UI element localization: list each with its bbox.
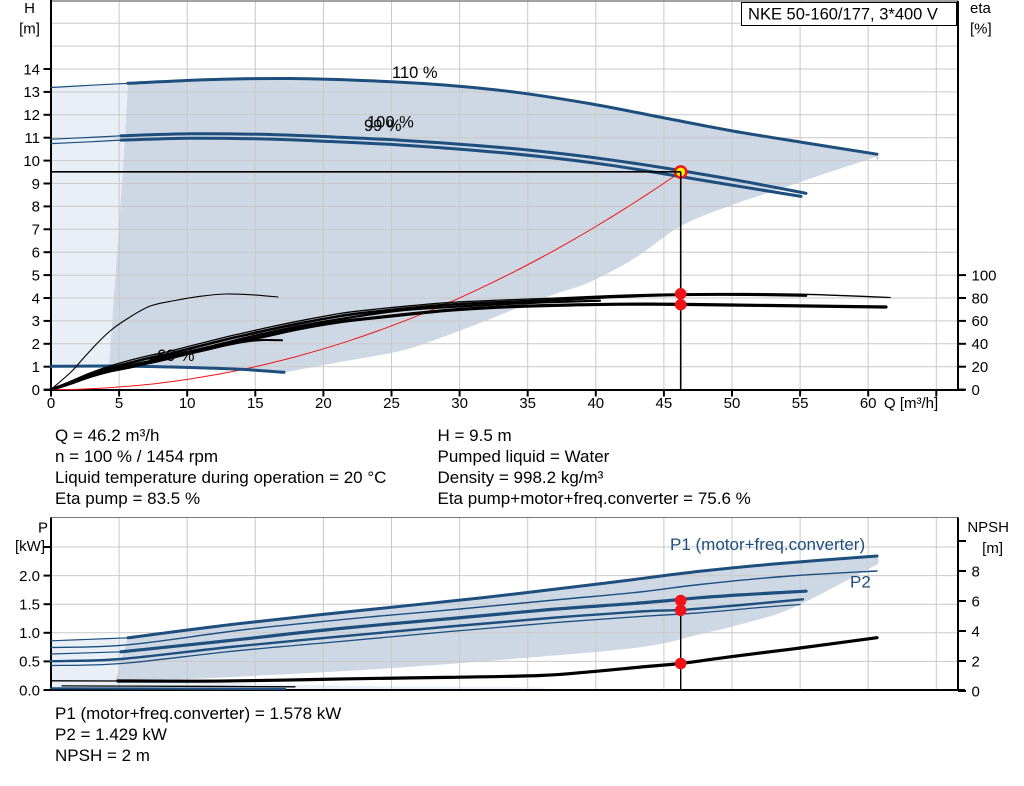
svg-text:Pumped liquid = Water: Pumped liquid = Water bbox=[438, 447, 610, 466]
svg-text:Liquid temperature during oper: Liquid temperature during operation = 20… bbox=[55, 468, 386, 487]
svg-text:7: 7 bbox=[32, 222, 40, 239]
svg-text:Q [m³/h]: Q [m³/h] bbox=[884, 395, 938, 412]
svg-text:[m]: [m] bbox=[982, 540, 1003, 557]
svg-text:H: H bbox=[24, 0, 35, 17]
svg-text:100: 100 bbox=[972, 267, 997, 284]
svg-text:12: 12 bbox=[23, 107, 40, 124]
svg-text:Eta pump+motor+freq.converter: Eta pump+motor+freq.converter = 75.6 % bbox=[438, 489, 751, 508]
svg-text:P1 (motor+freq.converter) = 1.: P1 (motor+freq.converter) = 1.578 kW bbox=[55, 704, 341, 723]
svg-text:100 %: 100 % bbox=[367, 114, 414, 132]
svg-text:55: 55 bbox=[792, 395, 809, 412]
svg-text:8: 8 bbox=[972, 563, 980, 580]
svg-text:13: 13 bbox=[23, 84, 40, 101]
svg-text:[kW]: [kW] bbox=[15, 538, 45, 555]
svg-text:4: 4 bbox=[32, 290, 40, 307]
svg-text:60: 60 bbox=[972, 313, 989, 330]
svg-text:1.0: 1.0 bbox=[19, 625, 40, 642]
svg-text:15: 15 bbox=[247, 395, 264, 412]
svg-text:99 %: 99 % bbox=[364, 117, 402, 135]
svg-text:NPSH: NPSH bbox=[967, 519, 1009, 536]
svg-text:[%]: [%] bbox=[970, 21, 992, 38]
svg-text:0: 0 bbox=[972, 382, 980, 399]
svg-text:2.0: 2.0 bbox=[19, 568, 40, 585]
svg-text:6: 6 bbox=[972, 593, 980, 610]
svg-text:9: 9 bbox=[32, 176, 40, 193]
svg-text:25: 25 bbox=[383, 395, 400, 412]
svg-text:eta: eta bbox=[970, 0, 992, 17]
svg-text:H = 9.5 m: H = 9.5 m bbox=[438, 426, 512, 445]
svg-text:35: 35 bbox=[519, 395, 536, 412]
svg-text:4: 4 bbox=[972, 623, 980, 640]
svg-text:10: 10 bbox=[179, 395, 196, 412]
svg-text:110 %: 110 % bbox=[392, 64, 438, 82]
svg-text:6: 6 bbox=[32, 245, 40, 262]
svg-text:50: 50 bbox=[724, 395, 741, 412]
svg-text:8: 8 bbox=[32, 199, 40, 216]
svg-text:Q = 46.2 m³/h: Q = 46.2 m³/h bbox=[55, 426, 159, 445]
svg-text:P2: P2 bbox=[850, 573, 871, 592]
svg-text:11: 11 bbox=[24, 130, 40, 147]
svg-text:20: 20 bbox=[972, 359, 989, 376]
svg-text:45: 45 bbox=[656, 395, 673, 412]
svg-text:40: 40 bbox=[972, 336, 989, 353]
svg-text:[m]: [m] bbox=[19, 21, 40, 38]
svg-text:2: 2 bbox=[972, 653, 980, 670]
svg-text:Density = 998.2 kg/m³: Density = 998.2 kg/m³ bbox=[438, 468, 604, 487]
svg-text:n = 100 % / 1454 rpm: n = 100 % / 1454 rpm bbox=[55, 447, 218, 466]
svg-text:0: 0 bbox=[32, 382, 40, 399]
svg-text:1: 1 bbox=[32, 359, 40, 376]
svg-text:80: 80 bbox=[972, 290, 989, 307]
svg-text:14: 14 bbox=[23, 61, 40, 78]
svg-text:5: 5 bbox=[115, 395, 123, 412]
svg-text:0: 0 bbox=[47, 395, 55, 412]
svg-text:0.5: 0.5 bbox=[19, 654, 40, 671]
svg-text:3: 3 bbox=[32, 313, 40, 330]
svg-text:P2 = 1.429 kW: P2 = 1.429 kW bbox=[55, 725, 167, 744]
svg-text:NPSH = 2 m: NPSH = 2 m bbox=[55, 746, 150, 765]
svg-text:60: 60 bbox=[860, 395, 877, 412]
svg-text:2: 2 bbox=[32, 336, 40, 353]
svg-text:40: 40 bbox=[587, 395, 604, 412]
svg-text:0.0: 0.0 bbox=[19, 682, 40, 699]
svg-text:0: 0 bbox=[972, 683, 980, 700]
svg-text:20: 20 bbox=[315, 395, 332, 412]
svg-text:30: 30 bbox=[451, 395, 468, 412]
svg-text:P: P bbox=[38, 520, 48, 537]
svg-text:NKE 50-160/177, 3*400 V: NKE 50-160/177, 3*400 V bbox=[748, 6, 938, 24]
svg-text:10: 10 bbox=[23, 153, 40, 170]
svg-text:P1 (motor+freq.converter): P1 (motor+freq.converter) bbox=[670, 535, 865, 554]
svg-text:1.5: 1.5 bbox=[19, 597, 40, 614]
svg-text:Eta pump = 83.5 %: Eta pump = 83.5 % bbox=[55, 489, 200, 508]
svg-text:5: 5 bbox=[32, 267, 40, 284]
